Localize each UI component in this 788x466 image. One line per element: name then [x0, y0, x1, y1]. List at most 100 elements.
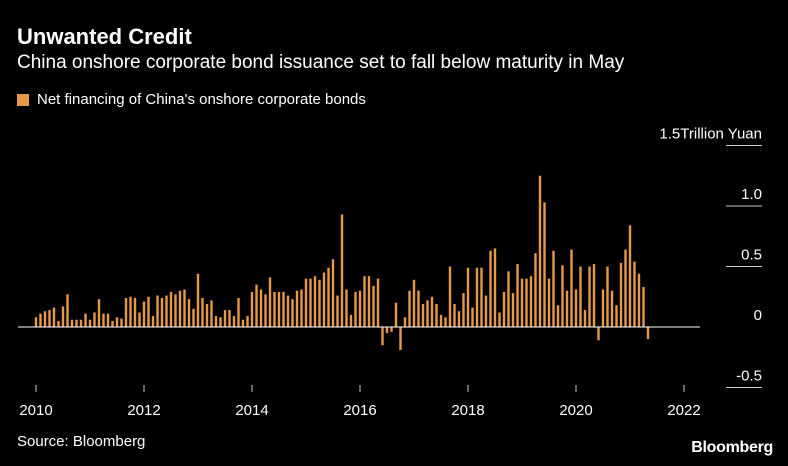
bar — [133, 297, 137, 327]
bar — [498, 312, 501, 327]
bar — [597, 327, 600, 341]
x-tick-label: 2022 — [667, 402, 700, 419]
chart-subtitle: China onshore corporate bond issuance se… — [17, 52, 625, 73]
bar — [385, 327, 389, 334]
bar — [160, 297, 164, 327]
bar — [300, 289, 303, 327]
bar — [439, 314, 443, 327]
bar — [205, 304, 209, 327]
bar — [291, 299, 294, 327]
bar — [57, 320, 60, 327]
bar — [268, 277, 272, 327]
bar — [462, 293, 465, 327]
bar — [183, 289, 186, 327]
chart-title: Unwanted Credit — [17, 24, 192, 49]
bar — [61, 306, 65, 327]
x-tick-label: 2014 — [235, 402, 268, 419]
bar — [259, 289, 263, 327]
bar — [147, 296, 150, 327]
bar — [264, 294, 267, 327]
bar — [169, 291, 173, 327]
bar — [592, 264, 596, 327]
bar — [115, 317, 119, 327]
bar — [453, 304, 456, 327]
bar — [111, 320, 114, 327]
bar — [466, 267, 470, 327]
bar — [399, 327, 402, 350]
bar — [232, 316, 236, 327]
bar — [511, 293, 515, 327]
y-tick-label: 0.5 — [741, 247, 762, 264]
bar — [250, 291, 254, 327]
x-tick-label: 2010 — [19, 402, 52, 419]
bar — [642, 287, 645, 327]
bar — [187, 299, 191, 327]
bar — [255, 284, 258, 327]
bar — [75, 319, 78, 327]
bar — [210, 300, 213, 327]
bar — [354, 291, 357, 327]
bar — [34, 317, 38, 327]
bar — [88, 319, 92, 327]
bar — [556, 305, 560, 327]
legend-swatch — [17, 93, 29, 106]
bar — [106, 313, 110, 327]
bar — [529, 276, 533, 327]
y-tick-label: 1.0 — [741, 186, 762, 203]
bar — [97, 299, 101, 327]
bar — [516, 264, 519, 327]
bar — [201, 297, 204, 327]
bar — [120, 318, 123, 327]
bar — [538, 175, 542, 327]
bar — [615, 305, 618, 327]
bar — [457, 311, 461, 327]
bar — [66, 294, 69, 327]
bar — [646, 327, 650, 340]
bar — [633, 261, 636, 327]
bar — [322, 272, 326, 327]
bar — [561, 265, 564, 327]
bar — [394, 302, 398, 327]
y-tick-label: 1.5Trillion Yuan — [659, 126, 762, 143]
bar — [124, 297, 128, 327]
bar — [552, 250, 555, 327]
bar — [340, 214, 344, 327]
bar — [223, 310, 227, 327]
bar — [637, 273, 641, 327]
bar — [358, 290, 362, 327]
bar — [484, 295, 488, 327]
bar — [579, 266, 582, 327]
bar — [372, 285, 375, 327]
y-tick-label: -0.5 — [736, 368, 762, 385]
bar — [471, 307, 474, 327]
bar — [327, 267, 330, 327]
bar — [129, 296, 132, 327]
bar — [192, 308, 195, 327]
bar — [214, 316, 218, 327]
bar — [444, 317, 447, 327]
bar — [543, 202, 546, 327]
bar — [610, 290, 614, 327]
bar — [570, 249, 573, 327]
bar — [93, 312, 96, 327]
bar — [39, 313, 42, 327]
bar — [507, 271, 510, 327]
bar — [241, 319, 245, 327]
bar — [421, 304, 425, 327]
bar — [331, 259, 335, 327]
bar — [277, 291, 281, 327]
bar — [601, 289, 605, 327]
bar — [174, 294, 177, 327]
bar — [588, 266, 591, 327]
bar — [84, 313, 87, 327]
bar — [565, 290, 569, 327]
bar — [363, 276, 366, 327]
x-tick-label: 2020 — [559, 402, 592, 419]
bar — [628, 225, 632, 327]
x-tick-label: 2016 — [343, 402, 376, 419]
bar — [282, 291, 285, 327]
bar — [520, 278, 524, 327]
bar — [336, 295, 339, 327]
bar — [286, 295, 290, 327]
bar — [79, 319, 83, 327]
